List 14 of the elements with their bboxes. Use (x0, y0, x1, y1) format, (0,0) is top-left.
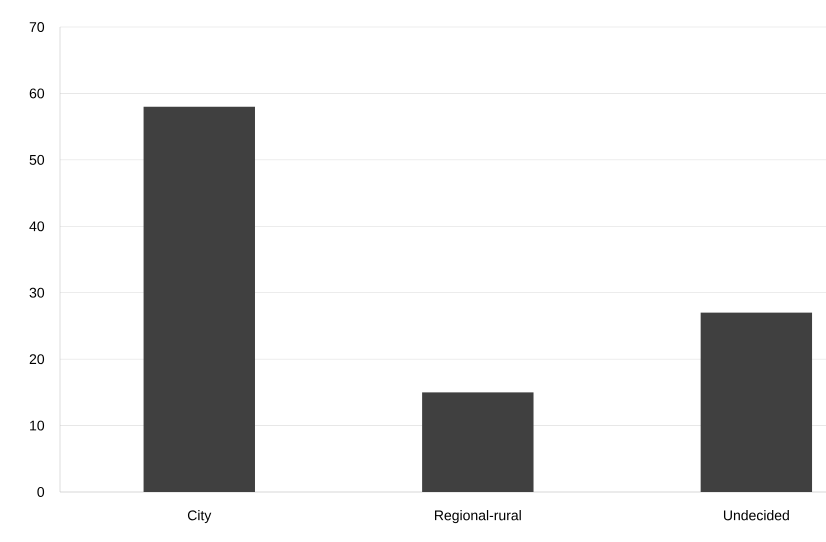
bar (700, 312, 812, 492)
bar (144, 106, 255, 492)
y-tick-label: 10 (30, 420, 44, 431)
y-tick-label: 60 (30, 88, 44, 98)
y-tick-label: 0 (37, 487, 44, 497)
x-tick-label: Regional-rural (435, 510, 521, 524)
y-tick-label: 50 (30, 154, 44, 165)
y-tick-label: 20 (30, 354, 44, 364)
x-tick-label: Undecided (724, 510, 789, 520)
y-tick-label: 70 (30, 22, 44, 32)
bar (422, 392, 534, 492)
y-tick-label: 40 (29, 221, 44, 232)
x-tick-label: City (188, 510, 212, 524)
y-tick-label: 30 (30, 288, 44, 298)
